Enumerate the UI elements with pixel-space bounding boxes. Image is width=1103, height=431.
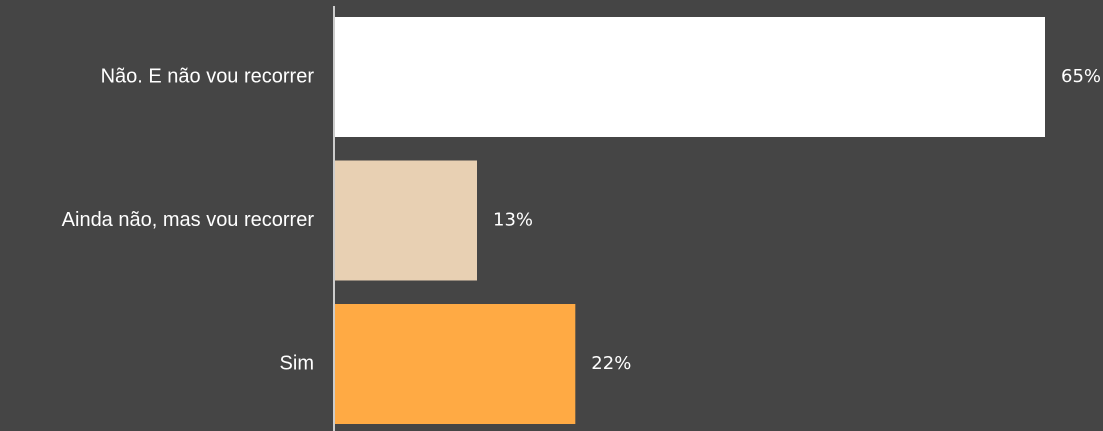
bars-group <box>335 17 1045 424</box>
category-label-nao-e-nao-vou-recorrer: Não. E não vou recorrer <box>101 65 315 87</box>
value-label-sim: 22% <box>591 353 631 374</box>
bar-sim <box>335 304 576 424</box>
category-label-ainda-nao-mas-vou-recorrer: Ainda não, mas vou recorrer <box>62 209 315 231</box>
value-labels-group: 65% 13% 22% <box>493 66 1101 374</box>
category-labels-group: Não. E não vou recorrer Ainda não, mas vo… <box>62 65 315 374</box>
category-label-sim: Sim <box>280 352 314 374</box>
value-label-nao-e-nao-vou-recorrer: 65% <box>1061 66 1101 87</box>
bar-nao-e-nao-vou-recorrer <box>335 17 1045 137</box>
bar-ainda-nao-mas-vou-recorrer <box>335 160 477 281</box>
value-label-ainda-nao-mas-vou-recorrer: 13% <box>493 210 533 231</box>
